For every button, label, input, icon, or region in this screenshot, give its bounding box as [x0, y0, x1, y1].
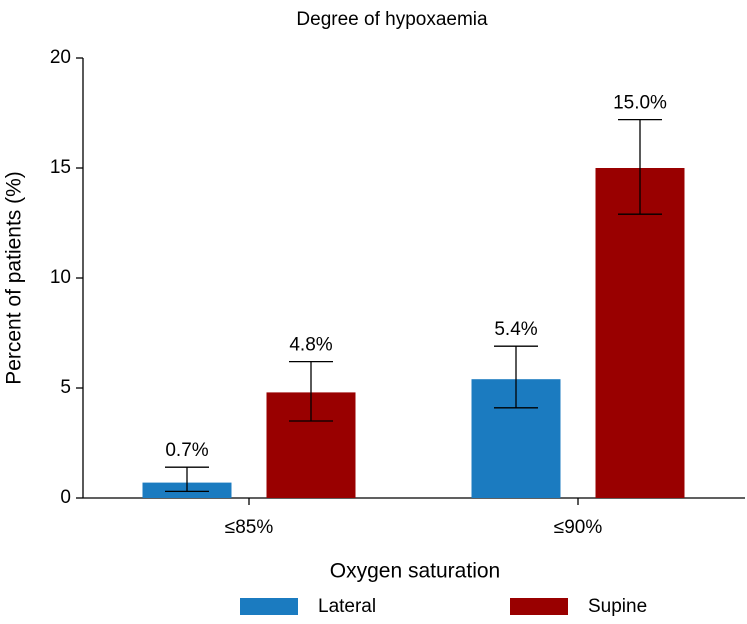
- value-label: 5.4%: [494, 319, 537, 340]
- legend-label: Supine: [588, 596, 647, 617]
- legend-swatch: [240, 598, 298, 615]
- legend-swatch: [510, 598, 568, 615]
- x-axis-label: Oxygen saturation: [330, 560, 500, 583]
- y-axis-label: Percent of patients (%): [3, 171, 26, 385]
- value-label: 15.0%: [613, 93, 667, 114]
- x-tick-label: ≤90%: [554, 517, 603, 538]
- y-tick-label: 15: [50, 157, 71, 178]
- y-tick-label: 20: [50, 47, 71, 68]
- value-label: 0.7%: [165, 440, 208, 461]
- y-tick-label: 10: [50, 267, 71, 288]
- value-label: 4.8%: [289, 335, 332, 356]
- bar: [595, 168, 685, 498]
- x-tick-label: ≤85%: [225, 517, 274, 538]
- y-tick-label: 5: [60, 377, 71, 398]
- chart-title: Degree of hypoxaemia: [296, 9, 488, 30]
- legend-label: Lateral: [318, 596, 376, 617]
- y-tick-label: 0: [60, 487, 71, 508]
